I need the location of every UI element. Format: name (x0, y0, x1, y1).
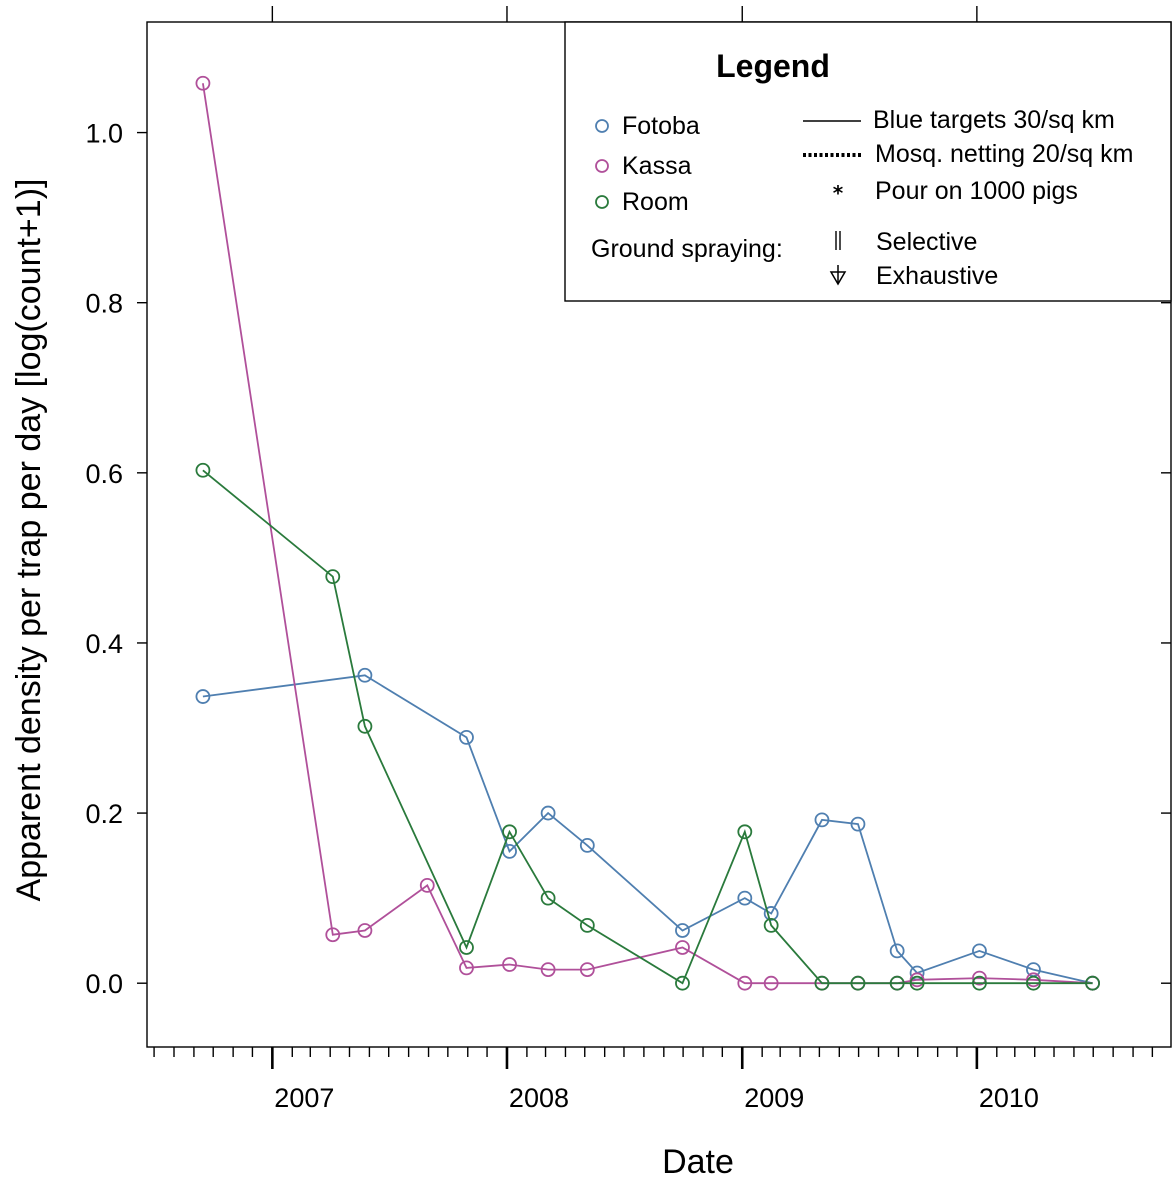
legend-label-kassa: Kassa (622, 152, 692, 180)
data-point-kassa (763, 975, 779, 991)
x-tick-label: 2009 (744, 1083, 804, 1113)
data-point-kassa (972, 970, 987, 986)
data-point-fotoba (579, 838, 595, 853)
series-line-kassa (202, 83, 1093, 985)
data-point-room (972, 975, 987, 991)
legend-label-selective: Selective (876, 228, 977, 256)
data-point-room (909, 975, 925, 991)
data-point-kassa (675, 940, 690, 955)
data-point-fotoba (540, 805, 556, 821)
legend-label-mosq-netting: Mosq. netting 20/sq km (875, 140, 1133, 168)
data-point-kassa (540, 962, 556, 977)
data-point-fotoba (737, 890, 753, 906)
y-tick-label: 0.2 (85, 799, 123, 829)
y-axis-title: Apparent density per trap per day [log(c… (10, 179, 48, 902)
legend-marker-fotoba (595, 119, 609, 133)
data-point-room (195, 462, 211, 478)
legend-label-pour-on: Pour on 1000 pigs (875, 177, 1078, 205)
data-point-room (675, 975, 690, 991)
asterisk-icon: * (833, 181, 844, 205)
data-point-room (540, 890, 556, 906)
data-point-fotoba (195, 689, 211, 704)
down-arrow-icon (829, 265, 847, 286)
series-line-fotoba (202, 674, 1093, 985)
data-point-kassa (195, 75, 211, 91)
data-point-room (889, 975, 905, 991)
data-point-kassa (419, 877, 435, 893)
data-point-room (502, 824, 517, 840)
data-point-kassa (357, 923, 373, 938)
data-point-room (459, 940, 474, 955)
x-tick-label: 2007 (274, 1083, 334, 1113)
legend-marker-room (595, 195, 609, 209)
data-point-room (579, 917, 595, 933)
legend-label-exhaustive: Exhaustive (876, 262, 998, 290)
data-point-kassa (459, 960, 474, 976)
legend-label-ground-spraying: Ground spraying: (591, 235, 783, 263)
legend: Legend Fotoba Kassa Room Blue targets 30… (564, 21, 1172, 302)
legend-label-room: Room (622, 188, 689, 216)
data-point-kassa (579, 962, 595, 977)
data-point-room (763, 917, 779, 933)
data-point-fotoba (972, 943, 987, 959)
axis-tick-labels: 0.0 0.2 0.4 0.6 0.8 1.0 2007 2008 2009 2010 (85, 119, 1038, 1113)
data-point-fotoba (459, 729, 474, 745)
legend-title: Legend (716, 48, 830, 84)
legend-label-blue-targets: Blue targets 30/sq km (873, 106, 1115, 134)
legend-label-fotoba: Fotoba (622, 112, 700, 140)
data-point-fotoba (675, 923, 690, 938)
y-tick-label: 0.8 (85, 289, 123, 319)
legend-box (564, 21, 1172, 302)
x-axis-title: Date (662, 1143, 734, 1181)
data-point-room (737, 824, 753, 840)
data-point-room (1085, 975, 1100, 991)
data-point-fotoba (763, 906, 779, 921)
x-tick-label: 2010 (979, 1083, 1039, 1113)
data-point-fotoba (889, 943, 905, 959)
data-point-room (850, 975, 866, 991)
series-line-room (202, 469, 1093, 985)
y-tick-label: 0.4 (85, 629, 123, 659)
data-point-room (357, 718, 373, 734)
x-tick-label: 2008 (509, 1083, 569, 1113)
y-tick-label: 0.6 (85, 459, 123, 489)
data-point-kassa (737, 975, 753, 991)
double-bar-icon (835, 231, 841, 250)
data-point-fotoba (814, 812, 830, 828)
series-layer (195, 75, 1100, 991)
data-point-kassa (325, 927, 341, 943)
y-tick-label: 1.0 (85, 119, 123, 149)
data-point-kassa (502, 957, 517, 972)
data-point-fotoba (357, 667, 373, 683)
data-point-room (814, 975, 830, 991)
data-point-room (1026, 975, 1041, 991)
legend-marker-kassa (595, 159, 609, 173)
data-point-room (325, 569, 341, 585)
data-point-fotoba (850, 816, 866, 832)
y-tick-label: 0.0 (85, 969, 123, 999)
